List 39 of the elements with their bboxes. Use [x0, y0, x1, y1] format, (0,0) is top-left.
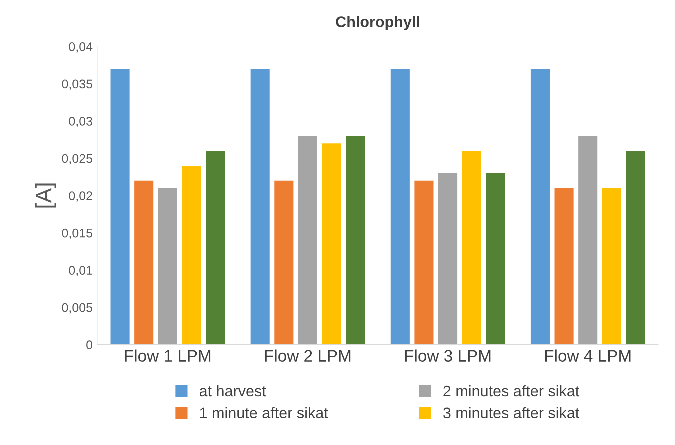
bar: [298, 136, 318, 345]
legend-label: 2 minutes after sikat: [444, 385, 580, 397]
legend-label: 3 minutes after sikat: [444, 407, 580, 419]
bar: [110, 69, 130, 345]
bar: [438, 173, 458, 345]
bar: [530, 69, 550, 345]
bar: [414, 180, 434, 345]
bar: [462, 151, 482, 345]
chart-title: Chlorophyll: [336, 16, 420, 30]
legend-label: at harvest: [200, 385, 266, 397]
bar: [158, 188, 178, 345]
bar: [486, 173, 506, 345]
y-tick-label: 0,005: [62, 303, 92, 314]
x-tick-label: Flow 3 LPM: [405, 350, 491, 362]
y-tick-label: 0,015: [62, 228, 92, 240]
y-tick-label: 0,035: [62, 80, 92, 90]
x-tick-label: Flow 4 LPM: [545, 350, 631, 362]
bar: [250, 69, 270, 345]
legend-label: 1 minute after sikat: [200, 407, 328, 419]
bar: [602, 188, 622, 345]
bar: [390, 69, 410, 345]
x-tick-label: Flow 1 LPM: [125, 350, 211, 362]
bar: [274, 180, 294, 345]
bar: [134, 180, 154, 345]
bar: [626, 151, 646, 345]
bar: [206, 151, 226, 345]
y-tick-label: 0,025: [62, 154, 92, 165]
y-tick-label: 0: [86, 340, 93, 350]
y-tick-label: 0,02: [69, 192, 92, 202]
y-tick-label: 0,01: [69, 266, 92, 276]
bar: [578, 136, 598, 345]
bar: [346, 136, 366, 345]
bar: [554, 188, 574, 345]
bar: [322, 144, 342, 345]
y-tick-label: 0,04: [69, 42, 93, 53]
y-tick-label: 0,03: [69, 117, 92, 128]
bar: [182, 166, 202, 345]
x-tick-label: Flow 2 LPM: [265, 350, 351, 362]
y-axis-title: [A]: [35, 184, 56, 208]
